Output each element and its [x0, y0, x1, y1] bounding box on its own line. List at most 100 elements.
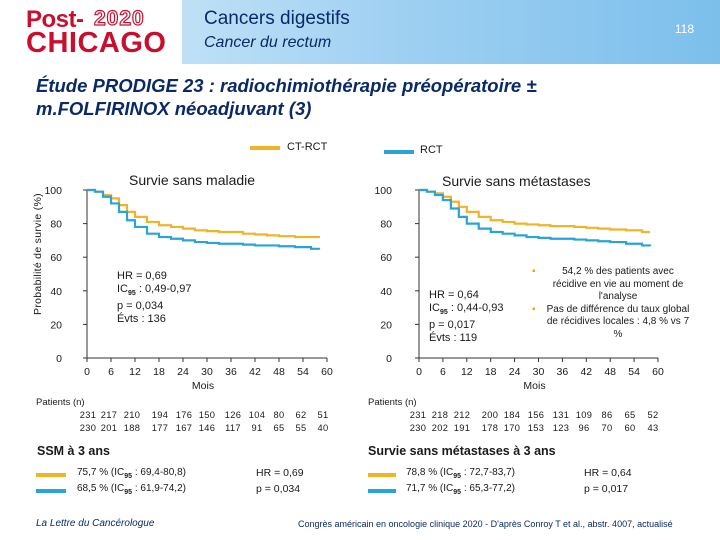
mfs-patients-cell: 70	[601, 423, 613, 433]
mfs-patients-cell: 86	[601, 410, 613, 420]
ssm-p: p = 0,034	[256, 483, 301, 495]
dfs-patients-cell: 177	[151, 423, 169, 433]
ssmet-ct-rct-swatch	[368, 473, 396, 477]
dfs-patients-cell: 80	[273, 410, 285, 420]
dfs-patients-cell: 62	[295, 410, 307, 420]
dfs-patients-cell: 51	[317, 410, 329, 420]
page-number: 118	[674, 22, 694, 36]
dfs-y-tick-label: 100	[44, 185, 62, 197]
mfs-x-tick-label: 0	[416, 366, 422, 378]
ssm-rct-text: 68,5 % (IC	[77, 483, 125, 494]
logo-city-text: CHICAGO	[26, 27, 167, 59]
dfs-x-tick-label: 24	[177, 366, 189, 378]
dfs-patients-cell: 176	[175, 410, 193, 420]
mfs-p: p = 0,017	[429, 319, 476, 332]
dfs-y-tick-label: 80	[50, 219, 62, 231]
mfs-patients-cell: 230	[409, 423, 427, 433]
logo-year-text: 2020	[93, 6, 145, 30]
dfs-patients-cell: 104	[248, 410, 266, 420]
slide-header: Post- 2020 CHICAGO Cancers digestifs Can…	[0, 0, 720, 64]
mfs-x-tick-label: 42	[580, 366, 592, 378]
mfs-patients-cell: 65	[624, 410, 636, 420]
mfs-y-tick-label: 20	[380, 319, 392, 331]
slide-title-line2: m.FOLFIRINOX néoadjuvant	[36, 98, 284, 119]
mfs-series-rct-line	[419, 188, 652, 247]
ssm-ct-rct-swatch	[36, 473, 66, 477]
mfs-patients-cell: 202	[431, 423, 449, 433]
dfs-series-ct-rct-line	[87, 188, 321, 239]
dfs-x-tick-label: 48	[273, 366, 285, 378]
mfs-patients-cell: 218	[431, 410, 449, 420]
bullet-icon: ▪	[532, 266, 536, 277]
mfs-patients-cell: 123	[552, 423, 570, 433]
mfs-y-tick-label: 0	[386, 353, 392, 365]
ssmet-rct-swatch	[368, 489, 396, 493]
dfs-patients-cell: 167	[175, 423, 193, 433]
legend-ct-rct-label: CT-RCT	[287, 141, 328, 153]
header-banner: Cancers digestifs Cancer du rectum 118	[182, 0, 720, 64]
dfs-patients-cell: 117	[225, 423, 241, 433]
slide-title-line1: Étude PRODIGE 23 : radiochimiothérapie p…	[36, 75, 537, 96]
mfs-y-tick-label: 60	[380, 252, 392, 264]
dfs-y-tick-label: 20	[50, 319, 62, 331]
dfs-patients-cell: 65	[273, 423, 285, 433]
bullet-icon: ▪	[532, 303, 536, 315]
ssmet-ct-rct-value: 78,8 % (IC95 : 72,7-83,7)	[406, 467, 515, 480]
dfs-patients-cell: 91	[251, 423, 263, 433]
mfs-ic-value: : 0,44-0,93	[447, 301, 504, 314]
dfs-x-tick-label: 0	[84, 366, 90, 378]
mfs-x-tick-label: 60	[652, 366, 664, 378]
mfs-hr: HR = 0,64	[429, 289, 479, 301]
mfs-patients-cell: 156	[527, 410, 545, 420]
dfs-stats: HR = 0,69 IC95 : 0,49-0,97 p = 0,034 Évt…	[117, 270, 191, 325]
mfs-ic-prefix: IC	[429, 301, 440, 314]
dfs-x-tick-label: 54	[297, 366, 309, 378]
legend-rct-line	[384, 150, 414, 154]
ssm-ct-rct-text: 75,7 % (IC	[77, 467, 125, 478]
dfs-x-tick-label: 30	[201, 366, 213, 378]
ssmet-p: p = 0,017	[584, 483, 629, 495]
mfs-patients-cell: 191	[453, 423, 471, 433]
mfs-patients-cell: 178	[481, 423, 499, 433]
dfs-x-tick-label: 18	[153, 366, 165, 378]
slide-title-ref: (3)	[288, 98, 312, 119]
dfs-patients-cell: 231	[79, 410, 97, 420]
mfs-x-tick-label: 36	[557, 366, 569, 378]
chart-title-dfs: Survie sans maladie	[129, 172, 256, 188]
dfs-x-tick-label: 60	[321, 366, 333, 378]
mfs-series-ct-rct-line	[419, 188, 651, 234]
mfs-y-tick-label: 100	[374, 185, 392, 197]
mfs-x-tick-label: 6	[440, 366, 446, 378]
ssm-rct-sub: 95	[124, 489, 133, 496]
mfs-patients-cell: 60	[624, 423, 636, 433]
dfs-patients-cell: 201	[100, 423, 118, 433]
mfs-x-tick-label: 24	[509, 366, 521, 378]
legend-ct-rct-line	[250, 146, 280, 150]
bullet-text-2: Pas de différence du taux global de réci…	[546, 303, 690, 340]
ssmet-hr: HR = 0,64	[584, 467, 632, 479]
dfs-ic-value: : 0,49-0,97	[135, 282, 192, 295]
slide-title: Étude PRODIGE 23 : radiochimiothérapie p…	[36, 74, 537, 120]
mfs-patients-cell: 184	[503, 410, 521, 420]
mfs-patients-cell: 96	[578, 423, 590, 433]
bullet-text-1: 54,2 % des patients avec récidive en vie…	[552, 266, 684, 302]
dfs-patients-label: Patients (n)	[36, 397, 85, 408]
mfs-x-tick-label: 12	[461, 366, 473, 378]
mfs-patients-cell: 43	[647, 423, 659, 433]
dfs-patients-cell: 40	[317, 423, 329, 433]
mfs-patients-cell: 52	[647, 410, 659, 420]
dfs-events: Évts : 136	[117, 312, 166, 325]
dfs-series-rct-line	[87, 188, 321, 250]
dfs-x-tick-label: 12	[129, 366, 141, 378]
dfs-patients-cell: 217	[100, 410, 118, 420]
dfs-y-tick-label: 60	[50, 252, 62, 264]
chart-title-mfs: Survie sans métastases	[442, 173, 591, 189]
dfs-y-tick-label: 40	[50, 286, 62, 298]
ssm-ct-rct-value: 75,7 % (IC95 : 69,4-80,8)	[77, 467, 186, 480]
dfs-patients-cell: 146	[198, 423, 216, 433]
dfs-patients-cell: 150	[198, 410, 216, 420]
dfs-patients-cell: 210	[123, 410, 141, 420]
mfs-x-tick-label: 48	[604, 366, 616, 378]
mfs-patients-cell: 231	[409, 410, 427, 420]
